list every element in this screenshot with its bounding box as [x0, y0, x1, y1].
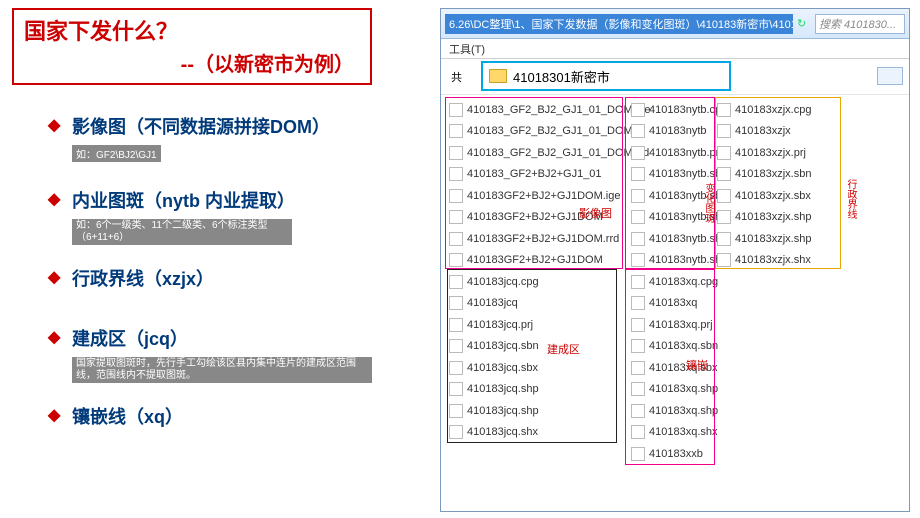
refresh-icon[interactable]: ↻: [797, 17, 811, 31]
bullet-4-tag: 国家提取图斑时，先行手工勾绘该区县内集中连片的建成区范围线，范围线内不提取图斑。: [72, 357, 372, 383]
bullet-2-tag: 如：6个一级类、11个二级类、6个标注类型 （6+11+6）: [72, 219, 292, 245]
current-folder-box[interactable]: 41018301新密市: [481, 61, 731, 91]
menu-share[interactable]: 共: [451, 69, 462, 85]
view-options-button[interactable]: [877, 67, 903, 85]
group-box-jcq: [447, 269, 617, 443]
group-box-xzjx: [715, 97, 841, 269]
explorer-window: 6.26\DC整理\1、国家下发数据（影像和变化图斑）\410183新密市\41…: [440, 8, 910, 512]
bullet-2: 内业图斑（nytb 内业提取）: [72, 187, 428, 213]
bullet-5: 镶嵌线（xq）: [72, 403, 428, 429]
bullet-4: 建成区（jcq）: [72, 325, 428, 351]
search-input[interactable]: 搜索 4101830...: [815, 14, 905, 34]
title-question: 国家下发什么？: [24, 14, 360, 46]
current-folder-name: 41018301新密市: [513, 67, 610, 86]
group-box-xq: [625, 269, 715, 465]
address-bar: 6.26\DC整理\1、国家下发数据（影像和变化图斑）\410183新密市\41…: [441, 9, 909, 39]
breadcrumb-path[interactable]: 6.26\DC整理\1、国家下发数据（影像和变化图斑）\410183新密市\41…: [445, 14, 793, 34]
toolbar-row: 共 41018301新密市: [441, 59, 909, 95]
menu-tools[interactable]: 工具(T): [449, 44, 485, 56]
bullet-1-tag: 如：GF2\BJ2\GJ1: [72, 145, 161, 162]
bullet-3: 行政界线（xzjx）: [72, 265, 428, 291]
bullet-1: 影像图（不同数据源拼接DOM）: [72, 113, 428, 139]
folder-icon: [489, 69, 507, 83]
title-box: 国家下发什么？ --（以新密市为例）: [12, 8, 372, 85]
group-box-dom: [445, 97, 623, 269]
menu-bar: 工具(T): [441, 39, 909, 59]
title-subtitle: --（以新密市为例）: [24, 48, 360, 77]
slide-panel: 国家下发什么？ --（以新密市为例） 影像图（不同数据源拼接DOM） 如：GF2…: [0, 0, 440, 518]
group-box-nytb: [625, 97, 715, 269]
file-list-area: 410183_GF2_BJ2_GJ1_01_DOM.ige410183_GF2_…: [441, 95, 909, 511]
bullet-list: 影像图（不同数据源拼接DOM） 如：GF2\BJ2\GJ1 内业图斑（nytb …: [12, 113, 428, 429]
